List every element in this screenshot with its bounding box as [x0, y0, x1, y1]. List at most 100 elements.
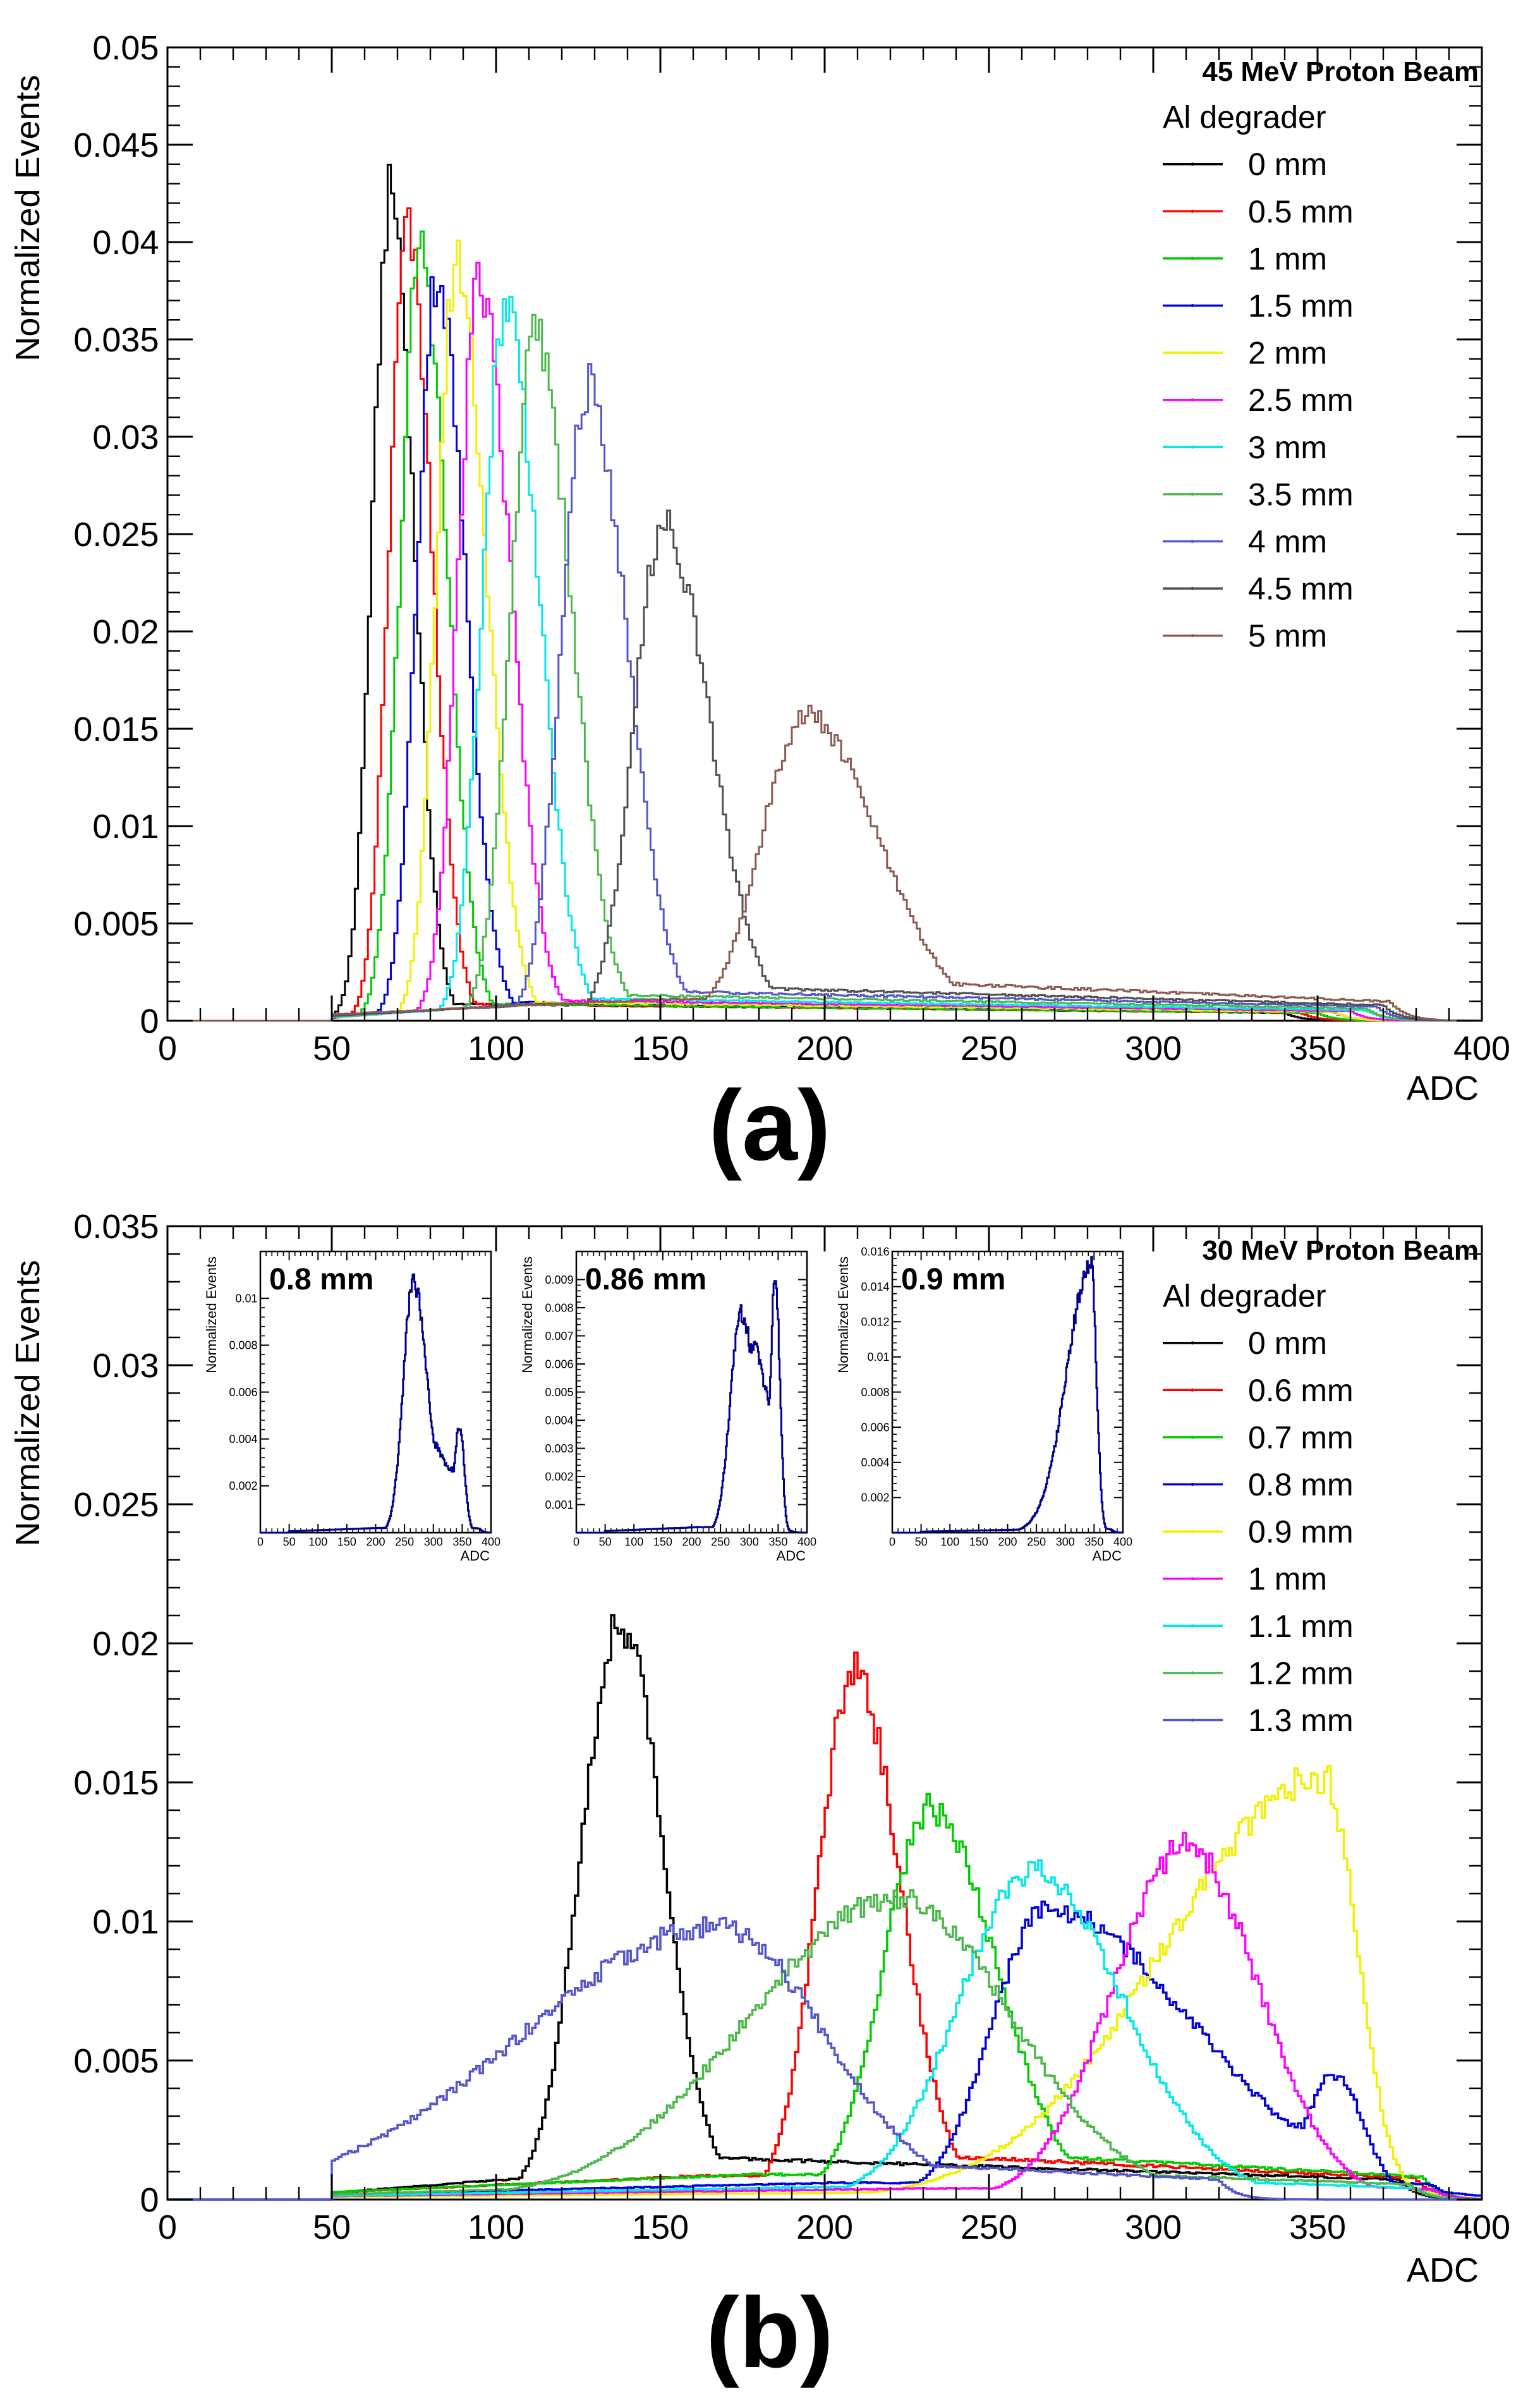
xlabel-b: ADC: [1407, 2251, 1479, 2289]
b-legend-marker: [1191, 1577, 1194, 1581]
a-ytick-label: 0: [140, 1002, 159, 1040]
b-xtick-label: 350: [1289, 2208, 1346, 2246]
a-ytick-label: 0.01: [92, 808, 159, 846]
inset-xtick-label: 250: [711, 1536, 730, 1549]
inset-ylabel: Normalized Events: [203, 1257, 219, 1373]
inset-ytick-label: 0.008: [545, 1301, 573, 1314]
inset-ytick-label: 0.005: [545, 1386, 573, 1399]
b-ytick-label: 0.015: [73, 1764, 159, 1802]
b-xtick-label: 400: [1453, 2208, 1510, 2246]
inset-xtick-label: 150: [337, 1536, 356, 1549]
a-ytick-label: 0.005: [73, 905, 159, 943]
inset-ytick-label: 0.009: [545, 1274, 573, 1286]
inset-ytick-label: 0.004: [545, 1414, 573, 1427]
inset-ytick-label: 0.006: [545, 1358, 573, 1370]
b-legend-marker: [1191, 1530, 1194, 1533]
inset-xtick-label: 400: [1113, 1536, 1132, 1549]
inset-xtick-label: 0: [889, 1536, 895, 1549]
a-series-line: [167, 230, 1482, 1022]
a-xtick-label: 200: [796, 1030, 853, 1068]
inset-xtick-label: 400: [797, 1536, 816, 1549]
inset-ytick-label: 0.01: [235, 1292, 257, 1305]
b-legend-entry: 1 mm: [1248, 1561, 1327, 1597]
b-legend-entry: 1.3 mm: [1248, 1703, 1354, 1738]
inset-xtick-label: 350: [768, 1536, 787, 1549]
a-ytick-label: 0.04: [92, 224, 159, 262]
a-legend-entry: 3.5 mm: [1248, 477, 1354, 512]
a-ytick-label: 0.03: [92, 418, 159, 456]
series-group-a: [167, 164, 1482, 1022]
b-legend-marker: [1191, 1624, 1194, 1628]
inset-frame: [575, 1250, 808, 1534]
inset-ytick-label: 0.003: [545, 1442, 573, 1455]
inset-xtick-label: 350: [1084, 1536, 1103, 1549]
b-series-line: [167, 1916, 1482, 2201]
b-xtick-label: 200: [796, 2208, 853, 2246]
b-ytick-label: 0.03: [92, 1347, 159, 1385]
inset-xtick-label: 150: [653, 1536, 672, 1549]
a-legend-header: 45 MeV Proton Beam: [1202, 56, 1479, 87]
a-legend-entry: 1 mm: [1248, 241, 1327, 276]
a-ytick-label: 0.015: [73, 710, 159, 748]
a-xtick-label: 300: [1125, 1030, 1182, 1068]
inset-xtick-label: 100: [624, 1536, 643, 1549]
b-legend-header: 30 MeV Proton Beam: [1202, 1235, 1479, 1266]
b-legend-marker: [1191, 1719, 1194, 1722]
a-xtick-label: 50: [313, 1030, 351, 1068]
inset-ytick-label: 0.014: [861, 1281, 889, 1293]
a-legend-subheader: Al degrader: [1163, 100, 1326, 135]
b-legend-entry: 0 mm: [1248, 1325, 1327, 1361]
inset-ytick-label: 0.002: [861, 1492, 889, 1504]
inset-xtick-label: 100: [940, 1536, 959, 1549]
a-legend-entry: 1.5 mm: [1248, 288, 1354, 324]
b-ytick-label: 0: [140, 2181, 159, 2219]
a-legend-marker: [1191, 351, 1194, 355]
b-legend-entry: 0.7 mm: [1248, 1420, 1354, 1455]
b-xtick-label: 0: [158, 2208, 177, 2246]
chart-panel-a: 0 50 100 150 200 250 300 350 400 0 0.005 0.01 0.015 0…: [9, 29, 1510, 1181]
inset-ytick-label: 0.004: [229, 1433, 257, 1445]
b-series-line: [167, 1765, 1482, 2201]
inset-xtick-label: 250: [1027, 1536, 1046, 1549]
b-xtick-label: 300: [1125, 2208, 1182, 2246]
inset-ytick-label: 0.01: [867, 1351, 889, 1363]
b-legend-entry: 0.9 mm: [1248, 1514, 1354, 1550]
inset-xtick-label: 300: [1056, 1536, 1075, 1549]
inset-series-line: [892, 1255, 1124, 1534]
b-xtick-label: 250: [961, 2208, 1017, 2246]
panel-label-b: (b): [706, 2277, 834, 2389]
inset-xtick-label: 50: [283, 1536, 296, 1549]
chart-panel-b: 0 50 100 150 200 250 300 350 400 0 0.005 0.01 0.015 0…: [9, 1208, 1510, 2389]
inset-xlabel: ADC: [777, 1548, 806, 1564]
b-legend-subheader: Al degrader: [1163, 1279, 1326, 1314]
b-legend-marker: [1191, 1435, 1194, 1439]
b-legend-entry: 0.8 mm: [1248, 1467, 1354, 1502]
inset-series-line: [260, 1273, 492, 1534]
a-xtick-label: 350: [1289, 1030, 1346, 1068]
inset-ytick-label: 0.001: [545, 1499, 573, 1511]
b-legend-entry: 0.6 mm: [1248, 1373, 1354, 1408]
a-legend-marker: [1191, 257, 1194, 260]
inset-ylabel: Normalized Events: [835, 1257, 851, 1373]
b-series-line: [167, 1859, 1482, 2201]
b-legend-marker: [1191, 1671, 1194, 1675]
inset-series-line: [576, 1280, 808, 1534]
b-legend-marker: [1191, 1388, 1194, 1392]
inset-xtick-label: 0: [573, 1536, 579, 1549]
a-legend-entry: 3 mm: [1248, 430, 1327, 465]
a-ytick-label: 0.025: [73, 516, 159, 554]
inset-chart: 0 50 100 150 200 250 300 350 400 0.002 0.004 0.006 0…: [203, 1250, 500, 1564]
inset-xtick-label: 250: [395, 1536, 414, 1549]
b-series-line: [167, 1792, 1482, 2201]
inset-xtick-label: 400: [482, 1536, 500, 1549]
inset-xtick-label: 300: [740, 1536, 759, 1549]
a-legend-entry: 0 mm: [1248, 147, 1327, 182]
inset-xlabel: ADC: [1093, 1548, 1122, 1564]
inset-xtick-label: 100: [308, 1536, 327, 1549]
inset-ytick-label: 0.016: [861, 1245, 889, 1258]
b-legend-entry: 1.2 mm: [1248, 1655, 1354, 1691]
a-legend-marker: [1191, 634, 1194, 638]
b-ytick-label: 0.035: [73, 1208, 159, 1246]
a-legend-entry: 2.5 mm: [1248, 382, 1354, 418]
b-xtick-label: 100: [468, 2208, 524, 2246]
